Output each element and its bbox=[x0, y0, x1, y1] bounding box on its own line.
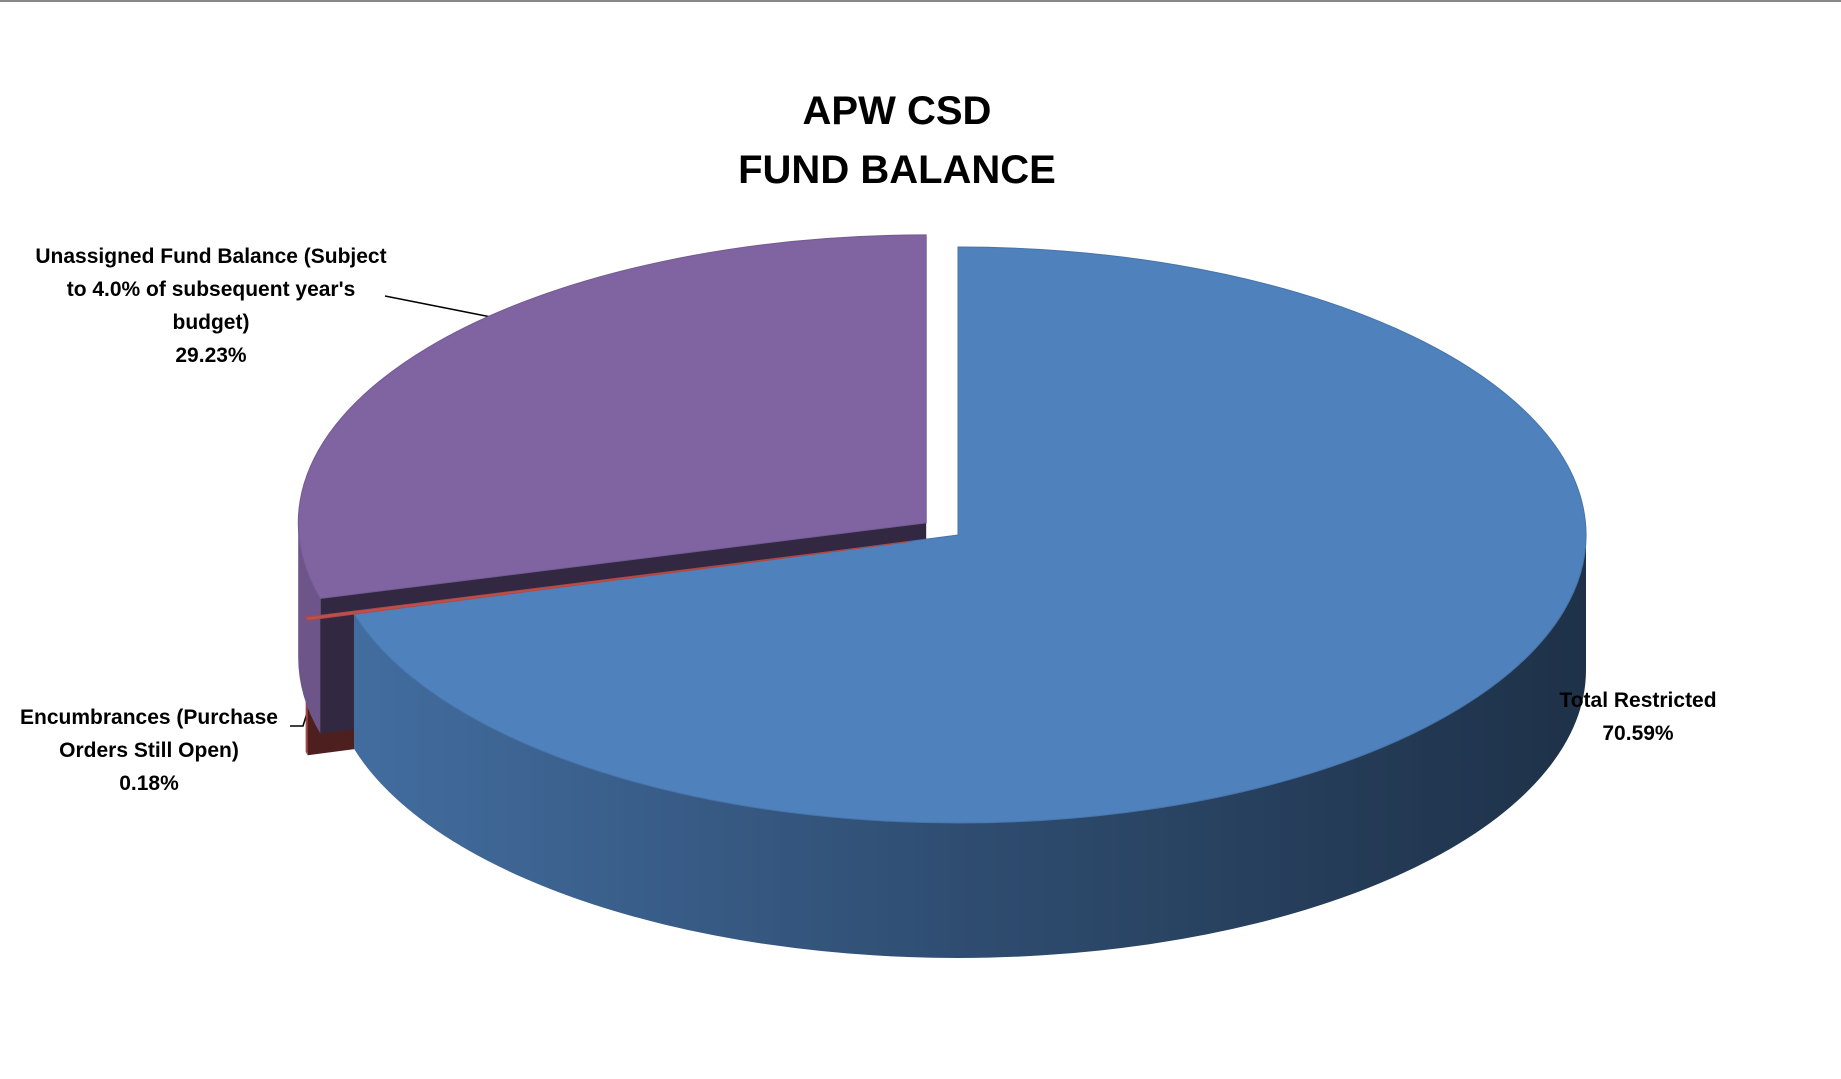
value-label: 29.23% bbox=[175, 344, 247, 367]
data-label: Encumbrances (Purchase Orders Still Open… bbox=[4, 701, 294, 800]
value-label: 70.59% bbox=[1602, 722, 1674, 745]
slice bbox=[304, 540, 912, 621]
slice bbox=[353, 246, 1587, 824]
slice bbox=[297, 234, 927, 600]
leader-line bbox=[384, 295, 492, 318]
category-label: Unassigned Fund Balance (Subject to 4.0%… bbox=[35, 245, 387, 334]
slice-side bbox=[354, 535, 1586, 958]
data-label: Total Restricted 70.59% bbox=[1480, 684, 1796, 750]
data-label: Unassigned Fund Balance (Subject to 4.0%… bbox=[30, 240, 392, 372]
slice-tops bbox=[297, 234, 1587, 824]
chart-title: APW CSD bbox=[802, 89, 992, 133]
slice-side bbox=[298, 522, 321, 734]
chart-title: FUND BALANCE bbox=[738, 148, 1056, 192]
category-label: Encumbrances (Purchase Orders Still Open… bbox=[20, 706, 278, 762]
category-label: Total Restricted bbox=[1559, 689, 1717, 712]
side-walls bbox=[298, 522, 1586, 958]
value-label: 0.18% bbox=[119, 772, 179, 795]
